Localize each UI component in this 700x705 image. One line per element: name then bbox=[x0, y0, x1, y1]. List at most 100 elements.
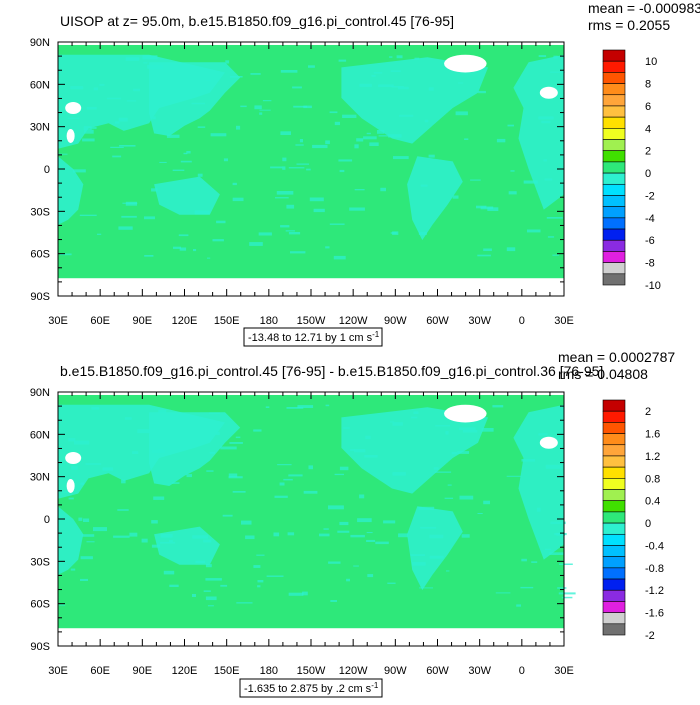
lon-tick-label: 90E bbox=[133, 665, 153, 677]
speckle bbox=[319, 533, 330, 537]
speckle bbox=[90, 127, 97, 129]
speckle bbox=[209, 451, 215, 454]
speckle bbox=[342, 114, 357, 118]
speckle bbox=[132, 451, 139, 454]
speckle bbox=[527, 229, 541, 233]
speckle bbox=[58, 153, 68, 155]
speckle bbox=[339, 169, 345, 173]
speckle bbox=[81, 534, 95, 537]
speckle bbox=[232, 197, 244, 202]
speckle bbox=[389, 421, 395, 423]
speckle bbox=[91, 407, 100, 410]
speckle bbox=[558, 592, 576, 595]
speckle bbox=[112, 155, 122, 158]
top-axis-ticks: 90N 60N 30N 0 30S 60S 90S 30E 60E 90E 120E 150E 180 1… bbox=[30, 37, 574, 327]
top-title: UISOP at z= 95.0m, b.e15.B1850.f09_g16.p… bbox=[60, 13, 454, 29]
speckle bbox=[205, 596, 217, 601]
speckle bbox=[339, 521, 349, 526]
speckle bbox=[363, 136, 377, 140]
colorbar-label: 10 bbox=[645, 56, 657, 68]
speckle bbox=[151, 188, 158, 192]
colorbar-box bbox=[602, 228, 626, 241]
colorbar-box bbox=[602, 466, 626, 479]
speckle bbox=[232, 491, 246, 493]
region-1 bbox=[58, 156, 84, 225]
lat-tick-label: 90S bbox=[30, 291, 50, 303]
speckle bbox=[172, 169, 185, 171]
speckle bbox=[457, 451, 470, 454]
speckle bbox=[538, 433, 548, 436]
lon-tick-label: 150E bbox=[214, 315, 240, 327]
speckle bbox=[143, 62, 148, 64]
speckle bbox=[80, 556, 93, 560]
speckle bbox=[550, 71, 565, 73]
speckle bbox=[118, 117, 128, 122]
greenland-ice bbox=[444, 54, 487, 73]
colorbar-box bbox=[602, 206, 626, 219]
colorbar-box bbox=[602, 511, 626, 524]
speckle bbox=[356, 138, 364, 142]
speckle bbox=[151, 450, 166, 453]
colorbar-box bbox=[602, 533, 626, 546]
speckle bbox=[390, 70, 401, 72]
speckle bbox=[434, 471, 452, 473]
speckle bbox=[228, 476, 243, 479]
colorbar-box bbox=[602, 105, 626, 118]
speckle bbox=[470, 179, 481, 181]
speckle bbox=[266, 575, 284, 577]
colorbar-box bbox=[602, 273, 626, 286]
speckle bbox=[191, 102, 205, 105]
speckle bbox=[192, 535, 208, 539]
speckle bbox=[84, 129, 94, 134]
speckle bbox=[420, 184, 428, 187]
speckle bbox=[377, 130, 385, 134]
speckle bbox=[451, 452, 458, 455]
lon-tick-label: 120W bbox=[339, 665, 368, 677]
speckle bbox=[459, 427, 476, 431]
speckle bbox=[82, 138, 95, 142]
bottom-title: b.e15.B1850.f09_g16.pi_control.45 [76-95… bbox=[60, 363, 603, 379]
speckle bbox=[275, 197, 289, 199]
speckle bbox=[72, 169, 86, 173]
speckle bbox=[458, 82, 464, 84]
speckle bbox=[414, 57, 420, 60]
lat-tick-label: 0 bbox=[44, 514, 50, 526]
lon-tick-label: 90E bbox=[133, 315, 153, 327]
speckle bbox=[411, 416, 418, 419]
speckle bbox=[285, 230, 295, 232]
lat-tick-label: 30N bbox=[30, 122, 50, 134]
lon-tick-label: 60E bbox=[90, 315, 110, 327]
speckle bbox=[193, 249, 197, 252]
speckle bbox=[287, 532, 295, 536]
speckle bbox=[308, 465, 313, 470]
speckle bbox=[388, 134, 402, 138]
speckle bbox=[330, 600, 337, 602]
speckle bbox=[367, 574, 374, 578]
colorbar-box bbox=[602, 195, 626, 207]
speckle bbox=[429, 534, 444, 539]
region-5 bbox=[407, 156, 463, 241]
speckle bbox=[366, 539, 376, 542]
speckle bbox=[283, 478, 293, 481]
speckle bbox=[228, 473, 238, 478]
speckle bbox=[207, 257, 211, 259]
colorbar-box bbox=[602, 172, 626, 185]
speckle bbox=[212, 239, 224, 242]
speckle bbox=[259, 112, 263, 115]
speckle bbox=[216, 220, 226, 224]
speckle bbox=[410, 554, 425, 556]
speckle bbox=[396, 55, 403, 59]
speckle bbox=[303, 490, 318, 494]
speckle bbox=[477, 513, 483, 514]
speckle bbox=[369, 142, 379, 146]
speckle bbox=[337, 530, 350, 533]
lat-tick-label: 90N bbox=[30, 387, 50, 399]
speckle bbox=[118, 226, 133, 230]
speckle bbox=[483, 500, 490, 505]
speckle bbox=[229, 442, 243, 444]
speckle bbox=[547, 236, 555, 238]
speckle bbox=[241, 520, 252, 525]
speckle bbox=[245, 535, 255, 540]
speckle bbox=[158, 409, 167, 414]
speckle bbox=[236, 602, 253, 604]
